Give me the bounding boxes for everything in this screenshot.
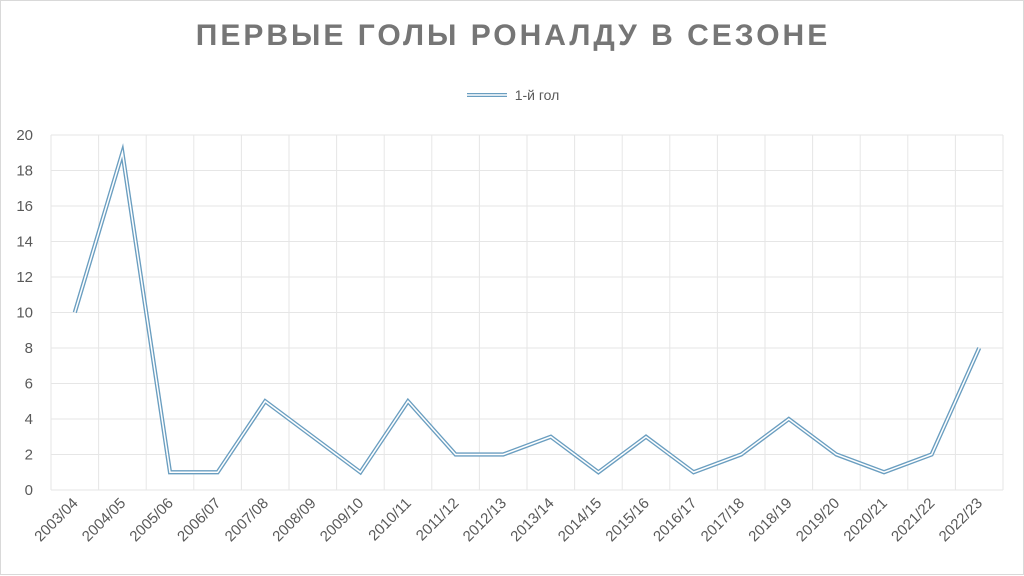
x-tick-label: 2007/08	[222, 495, 272, 545]
x-tick-label: 2013/14	[507, 495, 557, 545]
x-tick-label: 2003/04	[31, 495, 81, 545]
y-tick-label: 0	[25, 482, 33, 499]
y-tick-label: 16	[16, 198, 33, 215]
x-tick-label: 2009/10	[317, 495, 367, 545]
x-tick-label: 2020/21	[840, 495, 890, 545]
x-tick-label: 2010/11	[365, 495, 415, 545]
x-tick-label: 2015/16	[602, 495, 652, 545]
x-tick-label: 2017/18	[698, 495, 748, 545]
x-tick-label: 2022/23	[936, 495, 986, 545]
x-tick-label: 2004/05	[79, 495, 129, 545]
y-tick-label: 2	[25, 447, 33, 464]
y-tick-label: 4	[25, 411, 33, 428]
x-tick-label: 2021/22	[888, 495, 938, 545]
y-tick-label: 6	[25, 376, 33, 393]
x-tick-label: 2014/15	[555, 495, 605, 545]
y-tick-label: 10	[16, 305, 33, 322]
x-tick-label: 2018/19	[745, 495, 795, 545]
x-tick-label: 2012/13	[460, 495, 510, 545]
x-tick-label: 2016/17	[650, 495, 700, 545]
x-tick-label: 2006/07	[174, 495, 224, 545]
y-tick-label: 12	[16, 269, 33, 286]
y-tick-label: 14	[16, 234, 33, 251]
x-tick-label: 2008/09	[269, 495, 319, 545]
y-tick-label: 20	[16, 127, 33, 144]
x-tick-label: 2005/06	[126, 495, 176, 545]
x-tick-label: 2019/20	[793, 495, 843, 545]
y-tick-label: 18	[16, 163, 33, 180]
y-tick-label: 8	[25, 340, 33, 357]
x-tick-label: 2011/12	[413, 495, 463, 545]
